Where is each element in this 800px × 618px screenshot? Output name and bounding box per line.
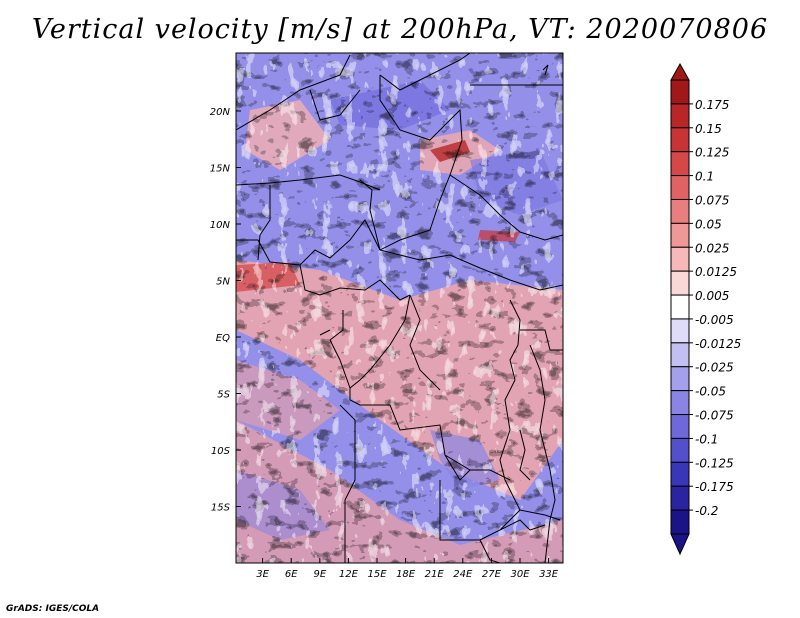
x-tick-label: 27E (482, 569, 502, 580)
colorbar-swatch (670, 366, 690, 392)
y-tick-label: 20N (210, 107, 231, 118)
x-tick-label: 33E (539, 569, 559, 580)
x-tick-label: 30E (510, 569, 530, 580)
colorbar-swatch (670, 103, 690, 129)
x-tick-label: 18E (396, 569, 416, 580)
colorbar-swatch (670, 509, 690, 535)
colorbar: 0.175 0.15 0.125 0.1 0.075 0.05 0.025 0.0125 0.0… (670, 62, 741, 556)
colorbar-swatch (670, 175, 690, 200)
colorbar-swatch (670, 342, 690, 368)
country-borders (236, 53, 563, 563)
colorbar-swatch (670, 437, 690, 463)
y-tick-label: 5S (217, 390, 230, 401)
colorbar-swatch (670, 414, 690, 439)
map-frame (235, 52, 564, 564)
colorbar-swatch (670, 390, 690, 416)
colorbar-label: -0.025 (695, 361, 734, 375)
y-tick-label: 10S (211, 446, 231, 457)
colorbar-label: -0.05 (695, 385, 726, 399)
colorbar-label: 0.175 (695, 98, 729, 112)
y-tick-label: 15S (211, 503, 231, 514)
y-tick-label: EQ (216, 333, 230, 344)
colorbar-swatch (670, 127, 690, 153)
colorbar-swatch (670, 222, 690, 248)
x-axis: 3E 6E 9E 12E 15E 18E 21E 24E 27E 30E 33E (256, 558, 559, 580)
x-tick-label: 21E (425, 569, 445, 580)
colorbar-label: 0.075 (695, 193, 729, 207)
x-tick-label: 6E (285, 569, 298, 580)
y-tick-label: 5N (216, 277, 230, 288)
colorbar-swatch (670, 79, 690, 105)
colorbar-label: -0.005 (695, 313, 734, 327)
x-tick-label: 12E (339, 569, 359, 580)
colorbar-swatch (670, 485, 690, 511)
colorbar-bottom-arrow (670, 533, 690, 556)
colorbar-label: 0.025 (695, 241, 729, 255)
colorbar-label: 0.15 (695, 122, 722, 136)
colorbar-swatch (670, 198, 690, 224)
colorbar-label: 0.0125 (695, 265, 737, 279)
grads-credit: GrADS: IGES/COLA (6, 604, 100, 614)
colorbar-label: -0.075 (695, 409, 734, 423)
colorbar-label: 0.005 (695, 289, 729, 303)
colorbar-label: -0.0125 (695, 337, 741, 351)
x-tick-label: 3E (256, 569, 269, 580)
colorbar-label: -0.1 (695, 432, 718, 446)
colorbar-label: -0.175 (695, 480, 734, 494)
x-tick-label: 24E (453, 569, 473, 580)
x-tick-label: 9E (313, 569, 326, 580)
colorbar-swatch (670, 246, 690, 272)
y-tick-label: 15N (210, 164, 231, 175)
colorbar-label: 0.05 (695, 217, 722, 231)
colorbar-swatch (670, 318, 690, 344)
colorbar-label: -0.2 (695, 504, 718, 518)
y-axis: 20N 15N 10N 5N EQ 5S 10S 15S (210, 107, 241, 514)
colorbar-swatch (670, 294, 690, 320)
map-title: Vertical velocity [m/s] at 200hPa, VT: 2… (31, 14, 769, 45)
colorbar-label: 0.1 (695, 170, 714, 184)
colorbar-swatch (670, 270, 690, 296)
x-tick-label: 15E (367, 569, 387, 580)
y-tick-label: 10N (210, 220, 231, 231)
colorbar-swatch (670, 461, 690, 487)
colorbar-label: -0.125 (695, 456, 734, 470)
colorbar-swatch (670, 151, 690, 177)
velocity-field (236, 53, 563, 563)
colorbar-label: 0.125 (695, 146, 729, 160)
colorbar-top-arrow (670, 62, 690, 81)
